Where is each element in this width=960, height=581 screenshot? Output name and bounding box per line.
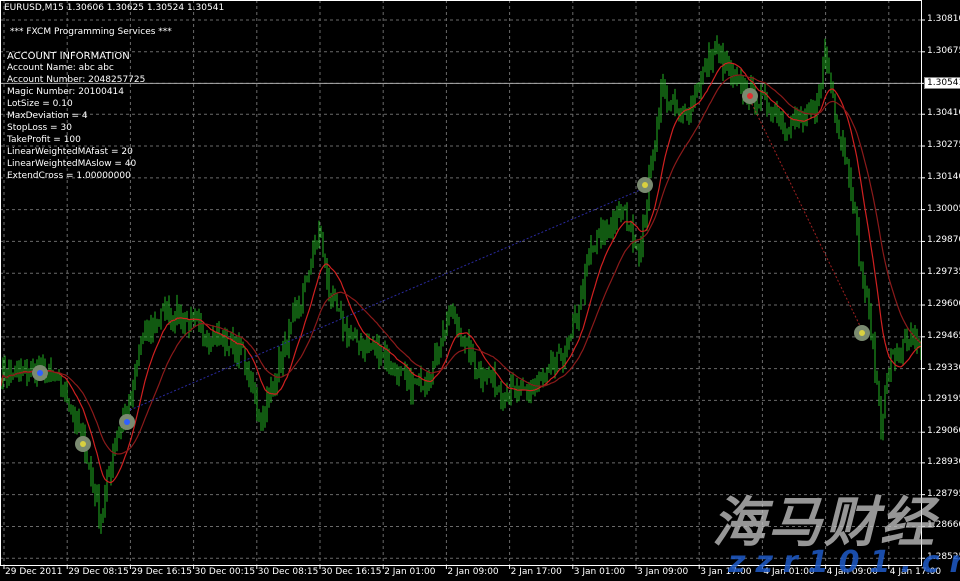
time-label: 4 Jan 17:00 xyxy=(889,567,942,577)
time-label: 2 Jan 01:00 xyxy=(384,567,436,577)
time-label: 30 Dec 08:15 xyxy=(257,567,319,577)
price-label: 1.30140 xyxy=(927,171,960,182)
chart-border xyxy=(0,0,922,566)
price-label: 1.30541 xyxy=(924,77,960,90)
symbol-label: EURUSD,M15 xyxy=(4,3,64,13)
price-label: 1.30410 xyxy=(927,108,960,119)
trade-line-sell xyxy=(749,99,863,331)
info-line: TakeProfit = 100 xyxy=(7,135,81,145)
info-line: ACCOUNT INFORMATION xyxy=(7,51,130,62)
time-label: 2 Jan 17:00 xyxy=(510,567,562,577)
price-label: 1.29600 xyxy=(927,299,960,310)
time-label: 3 Jan 01:00 xyxy=(573,567,626,577)
info-line: LinearWeightedMAslow = 40 xyxy=(7,159,137,169)
time-label: 29 Dec 2011 xyxy=(5,567,63,577)
time-label: 29 Dec 16:15 xyxy=(131,567,192,577)
time-label: 4 Jan 01:00 xyxy=(763,567,815,577)
trade-marker-dot-icon xyxy=(80,441,86,447)
chart-header: EURUSD,M15 1.30606 1.30625 1.30524 1.305… xyxy=(4,3,224,14)
info-line: Magic Number: 20100414 xyxy=(7,87,124,97)
price-label: 1.30005 xyxy=(927,203,960,214)
price-label: 1.28930 xyxy=(927,456,960,467)
trade-marker-dot-icon xyxy=(747,93,753,99)
info-title: *** FXCM Programming Services *** xyxy=(10,27,172,37)
info-line: LinearWeightedMAfast = 20 xyxy=(7,147,133,157)
price-label: 1.28795 xyxy=(927,488,960,499)
price-label: 1.29465 xyxy=(927,330,960,341)
time-label: 3 Jan 09:00 xyxy=(637,567,689,577)
price-label: 1.29195 xyxy=(927,394,960,405)
ma-slow-line xyxy=(0,74,922,455)
price-label: 1.28525 xyxy=(927,552,960,563)
info-line: LotSize = 0.10 xyxy=(7,99,73,109)
price-label: 1.29870 xyxy=(927,235,960,246)
price-label: 1.30810 xyxy=(927,14,960,24)
time-label: 4 Jan 09:00 xyxy=(826,567,878,577)
watermark-logo: 海马财经 xyxy=(712,491,936,554)
quote-label: 1.30606 1.30625 1.30524 1.30541 xyxy=(66,3,225,13)
price-label: 1.30675 xyxy=(927,45,960,56)
info-line: MaxDeviation = 4 xyxy=(7,111,88,121)
time-label: 3 Jan 17:00 xyxy=(700,567,752,577)
account-info-panel: ACCOUNT INFORMATION Account Name: abc abc… xyxy=(7,51,145,183)
time-label: 29 Dec 08:15 xyxy=(68,567,129,577)
trade-line-buy xyxy=(129,189,641,411)
trade-marker-dot-icon xyxy=(124,419,130,425)
price-label: 1.29060 xyxy=(927,426,960,437)
time-label: 30 Dec 00:15 xyxy=(194,567,256,577)
trade-marker-dot-icon xyxy=(859,330,865,336)
info-line: Account Name: abc abc xyxy=(7,63,114,73)
price-label: 1.29330 xyxy=(927,362,960,373)
trade-marker-dot-icon xyxy=(37,370,43,376)
price-label: 1.29735 xyxy=(927,267,960,278)
price-label: 1.28660 xyxy=(927,520,960,531)
price-label: 1.30275 xyxy=(927,140,960,151)
watermark-url: zzr101.cn xyxy=(728,545,960,580)
info-line: ExtendCross = 1.00000000 xyxy=(7,171,131,181)
time-label: 30 Dec 16:15 xyxy=(321,567,382,577)
info-line: StopLoss = 30 xyxy=(7,123,72,133)
time-label: 2 Jan 09:00 xyxy=(447,567,499,577)
ma-fast-line xyxy=(0,61,922,484)
trade-marker-dot-icon xyxy=(642,182,648,188)
info-line: Account Number: 2048257725 xyxy=(7,75,146,85)
